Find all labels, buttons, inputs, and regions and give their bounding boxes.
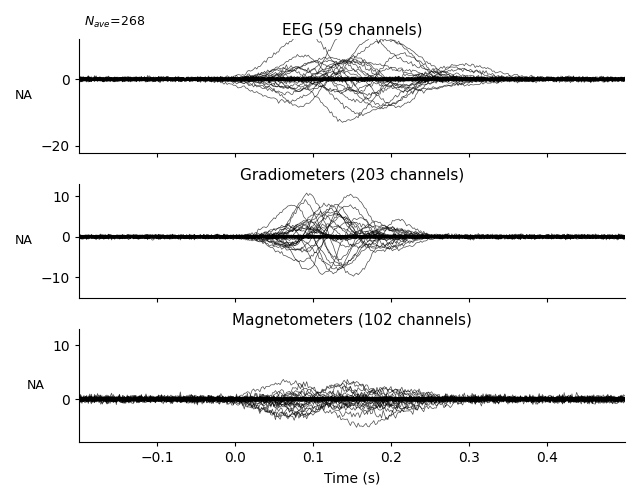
Text: $N_{ave}$=268: $N_{ave}$=268: [84, 15, 145, 30]
Y-axis label: NA: NA: [15, 90, 33, 102]
Y-axis label: NA: NA: [15, 234, 33, 248]
Y-axis label: NA: NA: [27, 379, 45, 392]
Title: EEG (59 channels): EEG (59 channels): [282, 23, 422, 38]
X-axis label: Time (s): Time (s): [324, 471, 380, 485]
Title: Magnetometers (102 channels): Magnetometers (102 channels): [232, 313, 472, 328]
Title: Gradiometers (203 channels): Gradiometers (203 channels): [240, 168, 464, 183]
